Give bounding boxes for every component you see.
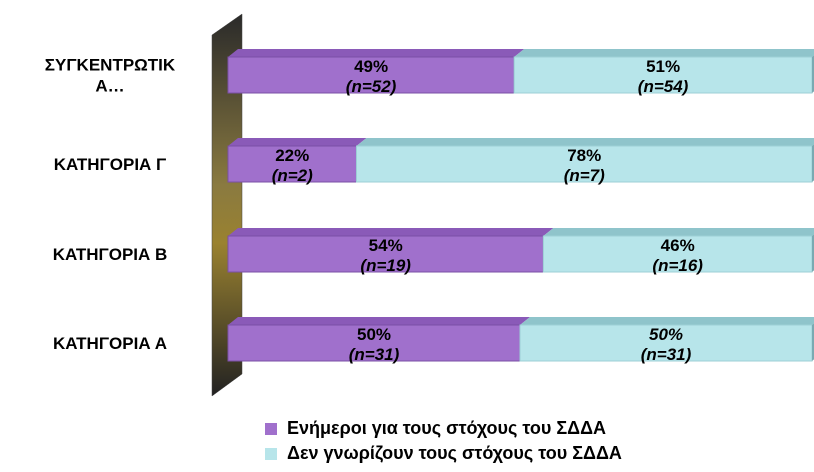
bar-segment (513, 56, 813, 94)
data-label-count: (n=2) (272, 166, 313, 185)
bar-top-face (228, 228, 554, 236)
bar-segment (227, 56, 515, 94)
data-label-percent: 54% (369, 236, 403, 255)
data-label-percent: 50% (357, 325, 391, 344)
category-label: ΣΥΓΚΕΝΤΡΩΤΙΚ (45, 56, 176, 75)
data-label-percent: 49% (354, 57, 388, 76)
data-label-count: (n=7) (564, 166, 605, 185)
bar-top-face (514, 49, 814, 57)
bar-top-face (356, 138, 814, 146)
legend-item-aware: Ενήμεροι για τους στόχους του ΣΔΔΑ (265, 416, 622, 441)
bar-top-face (520, 317, 814, 325)
bar-segment (227, 324, 521, 362)
data-label-count: (n=54) (638, 77, 689, 96)
bars-layer (227, 49, 814, 362)
data-label-count: (n=19) (360, 256, 411, 275)
data-label-percent: 78% (567, 146, 601, 165)
bar-top-face (228, 49, 525, 57)
legend: Ενήμεροι για τους στόχους του ΣΔΔΑ Δεν γ… (265, 416, 622, 466)
category-label: ΚΑΤΗΓΟΡΙΑ Β (53, 245, 168, 264)
bar-segment (519, 324, 813, 362)
bar-segment (355, 145, 813, 183)
data-label-percent: 22% (275, 146, 309, 165)
legend-label-unaware: Δεν γνωρίζουν τους στόχους του ΣΔΔΑ (287, 443, 622, 463)
data-label-percent: 51% (646, 57, 680, 76)
data-label-count: (n=31) (349, 345, 400, 364)
bar-top-face (543, 228, 814, 236)
data-label-percent: 46% (661, 236, 695, 255)
chart-wall (211, 13, 243, 397)
bar-segment (227, 235, 544, 273)
legend-swatch-unaware (265, 447, 277, 460)
data-label-count: (n=16) (652, 256, 703, 275)
bar-top-face (228, 138, 367, 146)
legend-item-unaware: Δεν γνωρίζουν τους στόχους του ΣΔΔΑ (265, 441, 622, 466)
data-labels-layer: 49%(n=52)51%(n=54)22%(n=2)78%(n=7)54%(n=… (272, 57, 704, 364)
category-label: ΚΑΤΗΓΟΡΙΑ Α (53, 334, 167, 353)
category-axis-labels: ΣΥΓΚΕΝΤΡΩΤΙΚ Α… ΚΑΤΗΓΟΡΙΑ Γ ΚΑΤΗΓΟΡΙΑ Β ΚΑΤΗ… (45, 56, 176, 354)
category-label: ΚΑΤΗΓΟΡΙΑ Γ (54, 155, 167, 174)
bar-segment (542, 235, 813, 273)
data-label-percent: 50% (649, 325, 683, 344)
legend-swatch-aware (265, 422, 277, 435)
category-label: Α… (95, 77, 124, 96)
legend-label-aware: Ενήμεροι για τους στόχους του ΣΔΔΑ (287, 418, 607, 438)
bar-top-face (228, 317, 530, 325)
data-label-count: (n=31) (641, 345, 692, 364)
data-label-count: (n=52) (346, 77, 397, 96)
